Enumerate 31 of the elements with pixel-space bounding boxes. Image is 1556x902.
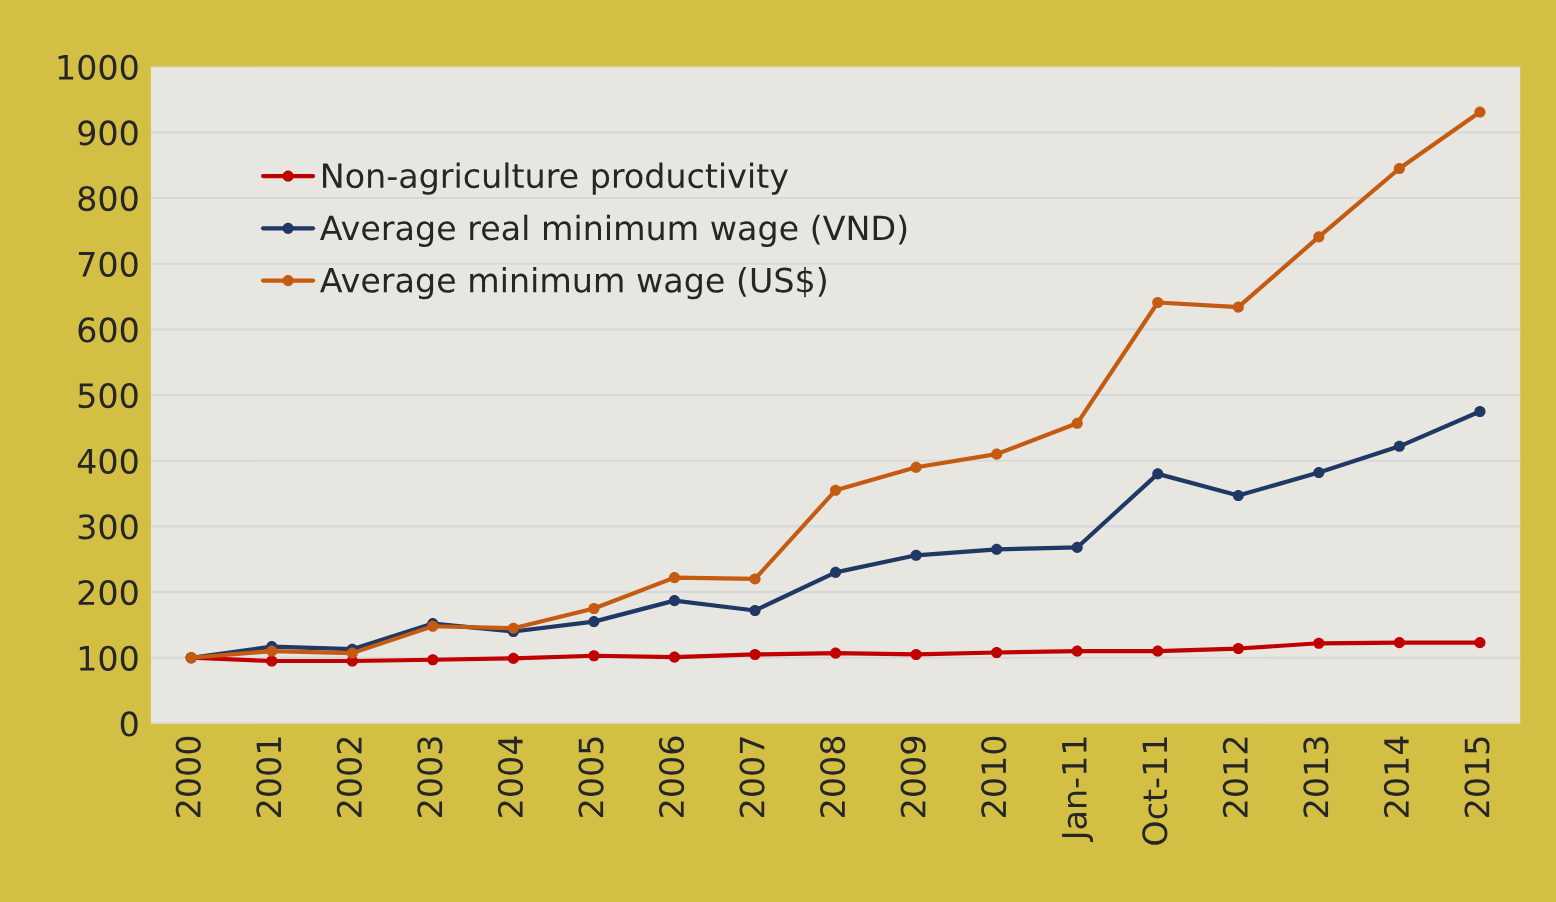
y-tick-label: 1000 xyxy=(58,54,138,80)
y-tick-label: 800 xyxy=(78,186,138,212)
x-tick-label: Oct-11 xyxy=(1142,737,1168,845)
x-tick-label: 2008 xyxy=(820,736,846,817)
y-tick-label: 500 xyxy=(78,383,138,409)
x-tick-label: 2010 xyxy=(981,736,1007,817)
x-tick-label: 2005 xyxy=(578,737,604,817)
legend-label: Average minimum wage (US$) xyxy=(320,266,826,300)
x-tick-label: 2013 xyxy=(1303,737,1329,817)
x-tick-label: 2007 xyxy=(739,737,765,817)
y-tick-label: 400 xyxy=(77,448,138,474)
y-tick-label: 700 xyxy=(78,251,138,277)
y-tick-label: 300 xyxy=(78,514,138,540)
x-tick-label: Jan-11 xyxy=(1062,737,1094,843)
y-tick-label: 0 xyxy=(120,711,138,737)
y-tick-label: 900 xyxy=(78,120,138,146)
x-tick-label: 2000 xyxy=(175,736,201,817)
legend-label: Average real minimum wage (VND) xyxy=(320,214,907,247)
y-tick-label: 200 xyxy=(78,580,138,606)
x-tick-label: 2014 xyxy=(1383,736,1410,817)
y-tick-label: 100 xyxy=(79,645,138,671)
x-tick-label: 2012 xyxy=(1222,737,1248,817)
x-tick-label: 2001 xyxy=(256,737,282,817)
x-tick-label: 2009 xyxy=(900,736,926,817)
x-tick-label: 2002 xyxy=(336,737,362,817)
x-tick-label: 2004 xyxy=(497,736,524,817)
x-tick-label: 2015 xyxy=(1464,737,1490,817)
legend-label: Non-agriculture productivity xyxy=(323,162,788,195)
x-tick-label: 2003 xyxy=(417,737,443,817)
y-tick-label: 600 xyxy=(78,317,138,343)
x-tick-label: 2006 xyxy=(658,736,685,817)
